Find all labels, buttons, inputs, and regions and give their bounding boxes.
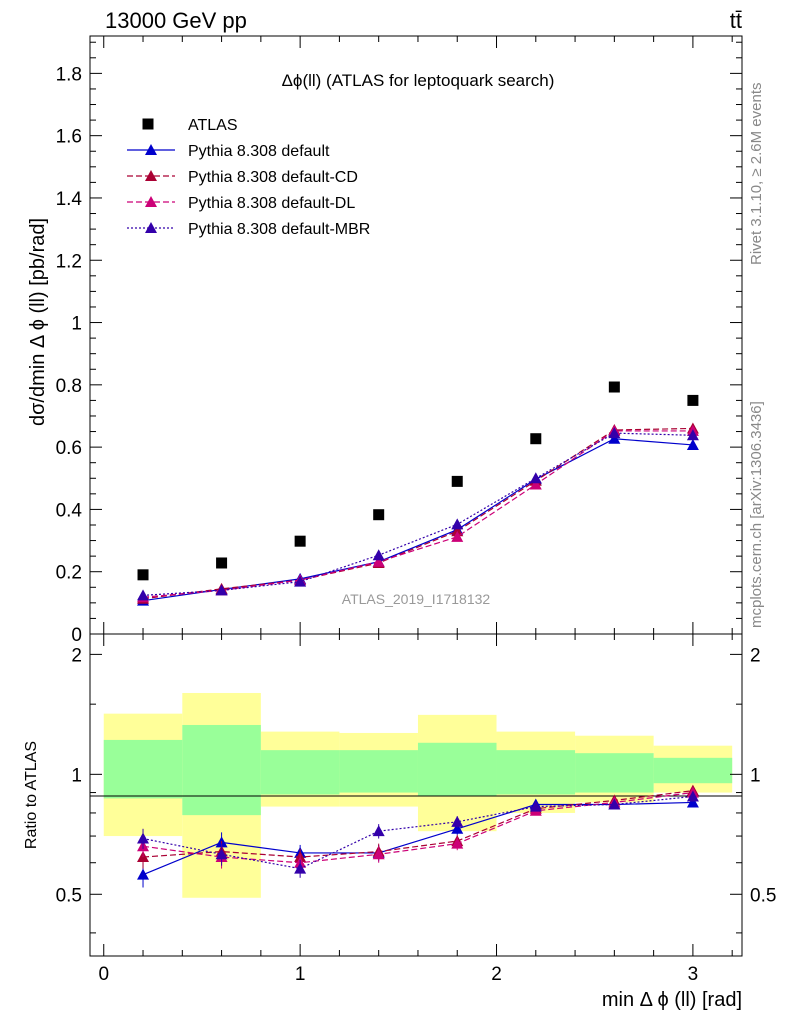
ratio-series-point (686, 790, 699, 802)
ratio-tick-label: 0.5 (56, 885, 82, 906)
data-point (530, 433, 542, 445)
ratio-series-point (686, 796, 699, 808)
ratio-series-point (137, 832, 150, 844)
series-point (451, 530, 464, 542)
legend-marker (145, 144, 157, 155)
series-line (142, 427, 693, 600)
stat-uncertainty-band (417, 742, 497, 797)
legend-label: Pythia 8.308 default (188, 143, 330, 160)
ratio-frame (89, 633, 743, 957)
ratio-series-point (451, 815, 464, 827)
data-point (608, 381, 620, 393)
x-tick-label: 2 (491, 964, 502, 985)
ratio-series-point (372, 825, 385, 837)
data-point (294, 535, 306, 547)
chart-title: Δϕ(ll) (ATLAS for leptoquark search) (282, 71, 555, 90)
ratio-series-point (294, 862, 307, 874)
series-line (142, 432, 693, 596)
ratio-series-point (451, 822, 464, 834)
legend-label: Pythia 8.308 default-DL (188, 195, 355, 212)
series-point (686, 438, 699, 450)
data-point (687, 394, 699, 406)
x-tick-label: 3 (688, 964, 699, 985)
series-line (142, 430, 693, 598)
ratio-series-point (372, 848, 385, 860)
series-point (137, 589, 150, 601)
ratio-tick-label: 2 (750, 645, 761, 666)
source-side-label: mcplots.cern.ch [arXiv:1306.3436] (748, 401, 765, 628)
y-tick-label: 0 (71, 625, 82, 646)
ratio-series-point (215, 848, 228, 860)
data-point (451, 475, 463, 487)
ratio-series-line (142, 790, 693, 858)
legend: ATLAS Pythia 8.308 default Pythia 8.308 de… (127, 117, 370, 238)
x-tick-label: 0 (98, 964, 109, 985)
series-point (686, 429, 699, 441)
y-tick-label: 0.2 (56, 563, 82, 584)
series-point (215, 584, 228, 596)
stat-uncertainty-band (575, 753, 654, 793)
x-tick-label: 1 (295, 964, 306, 985)
y-tick-label: 0.6 (56, 438, 82, 459)
y-tick-label: 0.4 (56, 500, 83, 521)
analysis-watermark: ATLAS_2019_I1718132 (342, 591, 491, 607)
legend-marker (145, 170, 157, 181)
stat-uncertainty-band (653, 757, 733, 784)
ratio-series-point (608, 798, 621, 810)
stat-uncertainty-band (496, 750, 576, 795)
ratio-series-line (142, 795, 693, 870)
main-panel: 0 0.2 0.4 0.6 0.8 1 1.2 1.4 1.6 1.8 Δϕ(ll) (ATLAS… (27, 35, 743, 646)
series-point (529, 478, 542, 490)
series-point (529, 472, 542, 484)
legend-label: ATLAS (188, 117, 238, 134)
ratio-y-axis-label: Ratio to ATLAS (23, 741, 40, 849)
legend-marker (145, 222, 157, 233)
legend-marker (145, 196, 157, 207)
series-point (451, 525, 464, 537)
stat-uncertainty-band (260, 750, 340, 795)
ratio-series-line (142, 801, 693, 876)
y-tick-label: 1 (71, 314, 82, 335)
ratio-series-point (451, 837, 464, 849)
ratio-series-point (137, 868, 150, 880)
y-tick-label: 0.8 (56, 376, 82, 397)
x-axis-label: min Δ ϕ (ll) [rad] (602, 989, 742, 1011)
energy-label: 13000 GeV pp (105, 8, 247, 33)
legend-label: Pythia 8.308 default-MBR (188, 221, 370, 238)
series-point (372, 549, 385, 561)
ratio-tick-label: 1 (71, 765, 82, 786)
y-tick-label: 1.6 (56, 127, 82, 148)
y-tick-label: 1.2 (56, 251, 82, 272)
rivet-side-label: Rivet 3.1.10, ≥ 2.6M events (748, 83, 765, 266)
series-line (142, 438, 693, 602)
series-point (608, 427, 621, 439)
ratio-series-point (529, 800, 542, 812)
process-label: tt̄ (730, 8, 742, 33)
data-point (216, 557, 228, 569)
series-point (372, 555, 385, 567)
series-point (294, 575, 307, 587)
ratio-tick-label: 2 (71, 645, 82, 666)
stat-uncertainty-band (182, 724, 261, 816)
ratio-tick-label: 0.5 (750, 885, 776, 906)
ratio-tick-label: 1 (750, 765, 761, 786)
stat-uncertainty-band (103, 739, 183, 799)
stat-uncertainty-band (339, 750, 418, 793)
legend-data-marker (142, 118, 154, 130)
ratio-series-line (142, 791, 693, 864)
ratio-panel: 0.5 0.5 1 1 2 2 Ratio to ATLAS (23, 633, 776, 957)
series-point (451, 518, 464, 530)
legend-label: Pythia 8.308 default-CD (188, 169, 358, 186)
y-tick-label: 1.4 (56, 189, 83, 210)
y-axis-label: dσ/dmin Δ ϕ (ll) [pb/rad] (27, 218, 49, 426)
data-point (137, 569, 149, 581)
series-point (608, 432, 621, 444)
y-tick-label: 1.8 (56, 64, 82, 85)
data-point (373, 509, 385, 521)
